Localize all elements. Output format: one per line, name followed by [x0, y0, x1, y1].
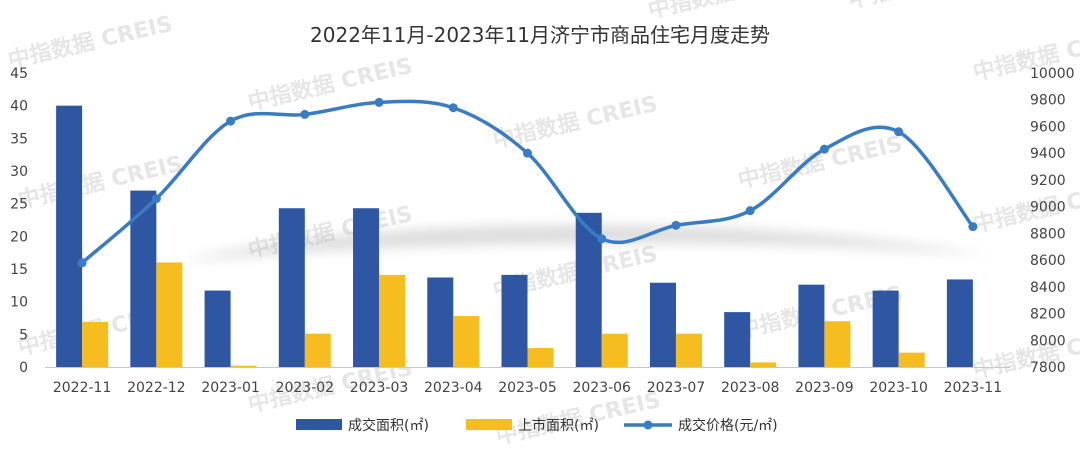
- y-right-tick-label: 8200: [1030, 307, 1066, 323]
- x-tick-label: 2023-08: [721, 380, 780, 396]
- price-point: [448, 103, 458, 113]
- x-tick-label: 2023-02: [276, 380, 335, 396]
- legend-label: 上市面积(㎡): [518, 417, 599, 434]
- x-tick-label: 2023-11: [944, 380, 1003, 396]
- bar-transaction-area: [278, 208, 305, 367]
- y-left-tick-label: 30: [10, 164, 28, 180]
- price-point: [597, 234, 607, 244]
- y-left-tick-label: 10: [10, 295, 28, 311]
- decorative-shadow-swoosh: [180, 225, 990, 262]
- y-right-tick-label: 8000: [1030, 333, 1066, 349]
- legend-swatch-listed-area: [466, 419, 512, 430]
- bar-transaction-area: [649, 282, 676, 367]
- y-right-tick-label: 9800: [1030, 93, 1066, 109]
- watermark-text: 中指数据 CREIS: [736, 131, 905, 194]
- bar-listed-area: [82, 321, 109, 367]
- y-left-tick-label: 5: [19, 327, 28, 343]
- y-axis-left: 0 5 10 15 20 25 30 35 40 45: [10, 66, 28, 376]
- bar-transaction-area: [501, 274, 528, 367]
- price-point: [300, 109, 310, 119]
- price-point: [745, 206, 755, 216]
- y-right-tick-label: 9400: [1030, 146, 1066, 162]
- bar-transaction-area: [353, 208, 380, 367]
- y-right-tick-label: 9000: [1030, 200, 1066, 216]
- x-tick-label: 2023-07: [647, 380, 706, 396]
- x-tick-label: 2023-06: [572, 380, 631, 396]
- bar-transaction-area: [724, 312, 751, 367]
- y-right-tick-label: 8600: [1030, 253, 1066, 269]
- bar-transaction-area: [872, 290, 899, 367]
- y-right-tick-label: 8400: [1030, 280, 1066, 296]
- x-tick-label: 2023-10: [869, 380, 928, 396]
- x-tick-label: 2023-04: [424, 380, 483, 396]
- y-right-tick-label: 9600: [1030, 119, 1066, 135]
- bar-transaction-area: [427, 277, 454, 367]
- watermark-text: 中指数据 CREIS: [16, 151, 185, 214]
- legend-swatch-transaction-area: [296, 419, 342, 430]
- bar-listed-area: [750, 362, 777, 367]
- watermark-text: 中指数据 CREIS: [246, 53, 415, 116]
- price-point: [819, 144, 829, 154]
- bar-layer: [56, 105, 973, 368]
- bar-transaction-area: [56, 105, 83, 368]
- legend-label: 成交价格(元/㎡): [678, 417, 778, 434]
- y-left-tick-label: 0: [19, 360, 28, 376]
- chart-title: 2022年11月-2023年11月济宁市商品住宅月度走势: [310, 23, 770, 47]
- price-point: [671, 220, 681, 230]
- legend-label: 成交面积(㎡): [348, 417, 429, 434]
- y-left-tick-label: 25: [10, 197, 28, 213]
- y-left-tick-label: 45: [10, 66, 28, 82]
- y-right-tick-label: 8800: [1030, 226, 1066, 242]
- bar-listed-area: [304, 333, 331, 367]
- price-point: [151, 194, 161, 204]
- x-tick-label: 2023-05: [498, 380, 557, 396]
- x-axis: 2022-11 2022-12 2023-01 2023-02 2023-03 2023-…: [53, 380, 1002, 396]
- y-axis-right: 7800 8000 8200 8400 8600 8800 9000 9200 9400 9600…: [1030, 66, 1075, 376]
- price-point: [523, 148, 532, 158]
- price-point: [226, 116, 236, 126]
- bar-listed-area: [230, 365, 257, 367]
- x-tick-label: 2023-09: [795, 380, 854, 396]
- y-right-tick-label: 10000: [1030, 66, 1075, 82]
- legend: 成交面积(㎡) 上市面积(㎡) 成交价格(元/㎡): [296, 417, 778, 434]
- y-left-tick-label: 40: [10, 99, 28, 115]
- bar-listed-area: [379, 274, 406, 367]
- bar-listed-area: [824, 321, 851, 367]
- bar-listed-area: [156, 262, 183, 367]
- line-layer: [77, 97, 978, 268]
- bar-transaction-area: [946, 279, 973, 367]
- x-tick-label: 2022-12: [127, 380, 186, 396]
- bar-transaction-area: [204, 290, 231, 367]
- y-left-tick-label: 20: [10, 229, 28, 245]
- legend-swatch-price-marker: [643, 420, 653, 430]
- bar-listed-area: [527, 348, 554, 367]
- bar-transaction-area: [798, 284, 825, 367]
- y-left-tick-label: 35: [10, 131, 28, 147]
- price-point: [968, 222, 978, 232]
- watermark-text: 中指数据 CREIS: [646, 0, 815, 24]
- y-right-tick-label: 7800: [1030, 360, 1066, 376]
- price-point: [374, 97, 384, 107]
- bar-listed-area: [601, 333, 628, 367]
- x-tick-label: 2023-03: [350, 380, 409, 396]
- x-tick-label: 2022-11: [53, 380, 112, 396]
- bar-listed-area: [898, 352, 925, 367]
- watermark-text: 中指数据 CREIS: [846, 0, 1015, 14]
- watermark-text: 中指数据 CREIS: [6, 11, 175, 74]
- bar-listed-area: [675, 333, 702, 367]
- price-point: [77, 258, 87, 268]
- price-point: [894, 127, 904, 137]
- x-tick-label: 2023-01: [201, 380, 260, 396]
- y-right-tick-label: 9200: [1030, 173, 1066, 189]
- y-left-tick-label: 15: [10, 262, 28, 278]
- bar-listed-area: [453, 316, 480, 367]
